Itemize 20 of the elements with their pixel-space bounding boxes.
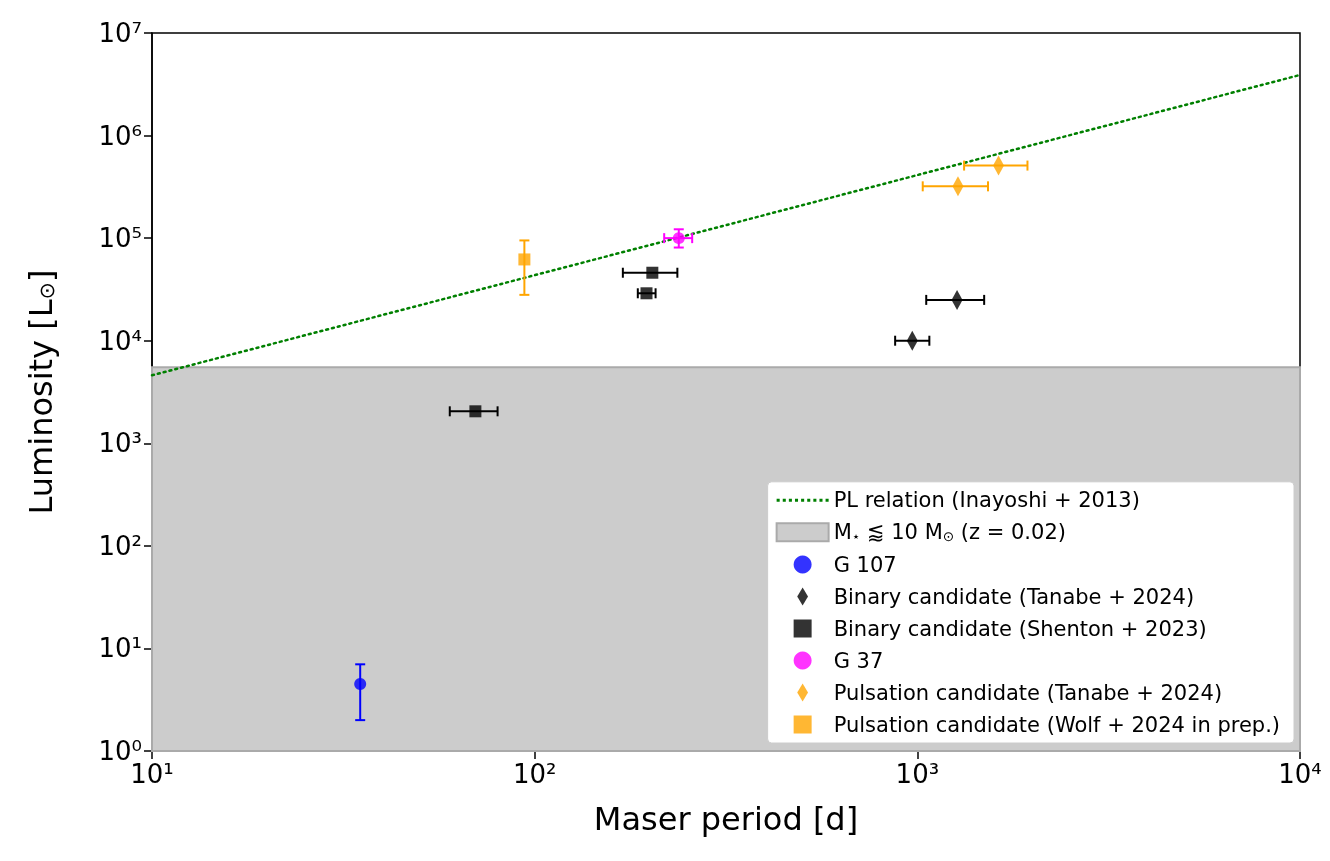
y-tick-label: 10⁴ bbox=[98, 325, 142, 356]
x-tick-label: 10² bbox=[512, 759, 557, 789]
y-axis-title: Luminosity [L⊙] bbox=[21, 269, 60, 515]
y-tick-label: 10¹ bbox=[98, 633, 142, 664]
y-tick-label: 10³ bbox=[98, 428, 142, 459]
legend-label: G 107 bbox=[833, 552, 897, 577]
y-tick-label: 10⁶ bbox=[98, 120, 142, 151]
legend-label: PL relation (Inayoshi + 2013) bbox=[833, 488, 1140, 513]
y-tick-label: 10⁵ bbox=[98, 223, 142, 254]
legend-label: G 37 bbox=[833, 648, 884, 673]
x-axis-title: Maser period [d] bbox=[593, 800, 859, 838]
y-tick-label: 10⁷ bbox=[98, 18, 142, 48]
x-tick-label: 10³ bbox=[895, 759, 940, 789]
band-label: M⋆ ⪅ 10 M⊙ (z = 0.02) bbox=[833, 520, 1066, 545]
x-tick-label: 10⁴ bbox=[1278, 759, 1322, 789]
legend-label: Pulsation candidate (Wolf + 2024 in prep.) bbox=[833, 712, 1280, 737]
legend-label: Pulsation candidate (Tanabe + 2024) bbox=[833, 680, 1223, 705]
y-tick-label: 10² bbox=[98, 530, 142, 561]
legend-label: Binary candidate (Shenton + 2023) bbox=[833, 616, 1207, 641]
legend-label: Binary candidate (Tanabe + 2024) bbox=[833, 584, 1195, 609]
